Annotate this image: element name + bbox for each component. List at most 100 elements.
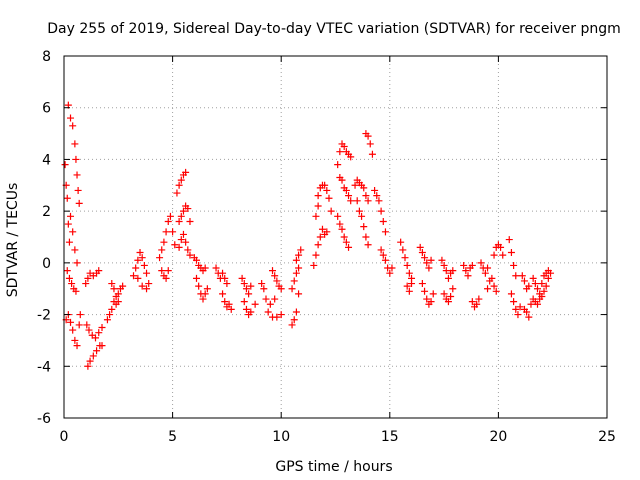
data-point xyxy=(544,267,552,275)
data-point xyxy=(273,277,281,285)
data-point xyxy=(201,264,209,272)
data-point xyxy=(408,280,416,288)
data-point xyxy=(72,287,80,295)
data-point xyxy=(314,241,322,249)
data-point xyxy=(273,313,281,321)
data-point xyxy=(177,176,185,184)
data-point xyxy=(368,150,376,158)
data-point xyxy=(71,140,79,148)
data-point xyxy=(68,280,76,288)
data-point xyxy=(444,298,452,306)
data-point xyxy=(114,298,122,306)
y-tick-label: -6 xyxy=(37,411,51,427)
data-point xyxy=(69,228,77,236)
data-point xyxy=(73,171,81,179)
data-point xyxy=(364,197,372,205)
data-point xyxy=(345,192,353,200)
data-point xyxy=(160,238,168,246)
data-point xyxy=(336,148,344,156)
data-point xyxy=(536,295,544,303)
data-point xyxy=(72,155,80,163)
data-point xyxy=(221,298,229,306)
data-point xyxy=(138,254,146,262)
data-point xyxy=(203,285,211,293)
data-point xyxy=(447,292,455,300)
data-point xyxy=(212,264,220,272)
data-point xyxy=(67,212,75,220)
data-point xyxy=(75,199,83,207)
y-axis-label: SDTVAR / TECUs xyxy=(5,183,21,298)
data-point xyxy=(219,290,227,298)
data-point xyxy=(108,305,116,313)
data-point xyxy=(266,300,274,308)
data-point xyxy=(492,287,500,295)
data-point xyxy=(421,287,429,295)
data-point xyxy=(464,272,472,280)
data-point xyxy=(295,290,303,298)
data-point xyxy=(323,186,331,194)
data-point xyxy=(429,290,437,298)
data-point xyxy=(364,132,372,140)
x-tick-label: 0 xyxy=(60,429,69,445)
data-point xyxy=(76,311,84,319)
data-point xyxy=(462,267,470,275)
data-point xyxy=(345,243,353,251)
data-point xyxy=(290,277,298,285)
data-point xyxy=(514,311,522,319)
data-point xyxy=(347,197,355,205)
data-point xyxy=(288,321,296,329)
data-point xyxy=(112,292,120,300)
data-point xyxy=(292,269,300,277)
data-point xyxy=(130,272,138,280)
data-point xyxy=(238,274,246,282)
data-point xyxy=(175,243,183,251)
data-point xyxy=(108,280,116,288)
data-point xyxy=(179,207,187,215)
data-point xyxy=(423,259,431,267)
data-point xyxy=(247,308,255,316)
data-point xyxy=(71,336,79,344)
data-point xyxy=(544,274,552,282)
data-point xyxy=(110,285,118,293)
data-point xyxy=(98,342,106,350)
data-point xyxy=(449,267,457,275)
data-point xyxy=(529,274,537,282)
data-point xyxy=(360,223,368,231)
data-point xyxy=(95,267,103,275)
data-point xyxy=(61,161,69,169)
data-point xyxy=(523,308,531,316)
data-point xyxy=(375,197,383,205)
data-point xyxy=(166,212,174,220)
data-point xyxy=(312,251,320,259)
data-point xyxy=(490,282,498,290)
data-point xyxy=(401,254,409,262)
data-point xyxy=(63,194,71,202)
x-tick-labels: 0 5 10 15 20 25 xyxy=(60,429,616,445)
data-point xyxy=(145,280,153,288)
x-tick-label: 25 xyxy=(598,429,616,445)
data-point xyxy=(292,256,300,264)
y-tick-label: 2 xyxy=(42,204,51,220)
data-point xyxy=(418,249,426,257)
data-point xyxy=(295,251,303,259)
data-point xyxy=(540,287,548,295)
data-point xyxy=(427,256,435,264)
data-point xyxy=(362,233,370,241)
data-point xyxy=(186,251,194,259)
data-point xyxy=(277,311,285,319)
data-point xyxy=(247,282,255,290)
data-point xyxy=(533,300,541,308)
data-point xyxy=(377,246,385,254)
y-tick-label: -4 xyxy=(37,359,51,375)
data-point xyxy=(525,282,533,290)
data-point xyxy=(175,181,183,189)
data-point xyxy=(427,298,435,306)
data-point xyxy=(86,357,94,365)
data-point xyxy=(179,230,187,238)
data-point xyxy=(442,267,450,275)
data-point xyxy=(71,246,79,254)
data-point xyxy=(138,282,146,290)
data-point xyxy=(314,192,322,200)
data-point xyxy=(473,300,481,308)
